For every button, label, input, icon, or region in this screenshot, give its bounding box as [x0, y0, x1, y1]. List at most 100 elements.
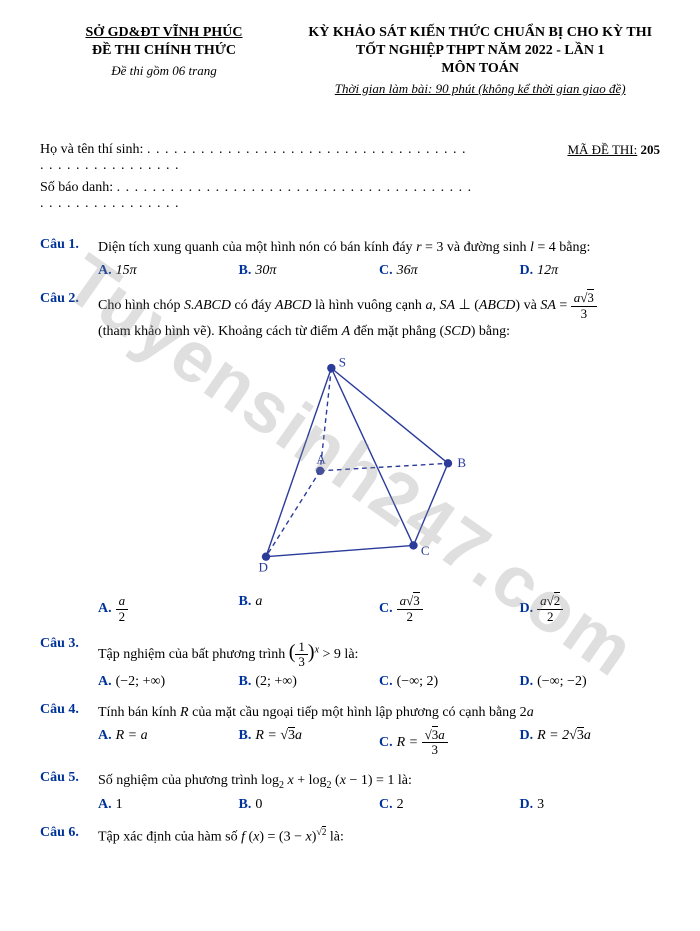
text: có đáy: [231, 298, 275, 313]
text: ⊥ (: [455, 298, 479, 313]
opt-label: A.: [98, 728, 112, 743]
math: ABCD: [275, 298, 312, 313]
text: Tính bán kính: [98, 705, 180, 720]
option-B: B.30π: [239, 263, 380, 279]
exam-title-1: KỲ KHẢO SÁT KIẾN THỨC CHUẨN BỊ CHO KỲ TH…: [300, 25, 660, 41]
text: =: [556, 298, 571, 313]
text: ) = (3 −: [259, 830, 305, 845]
text: (tham khảo hình vẽ). Khoảng cách từ điểm: [98, 324, 342, 339]
option-D: D.a√22: [520, 594, 661, 624]
question-label: Câu 5.: [40, 770, 90, 786]
opt-label: B.: [239, 594, 252, 609]
exam-title-2: TỐT NGHIỆP THPT NĂM 2022 - LẦN 1: [300, 43, 660, 59]
opt-label: A.: [98, 674, 112, 689]
option-A: A. R = a: [98, 728, 239, 758]
math: SCD: [444, 324, 470, 339]
student-block: Họ và tên thí sinh: . . . . . . . . . . …: [40, 142, 660, 212]
options: A.15π B.30π C.36π D.12π: [98, 263, 660, 279]
exponent: √2: [316, 827, 326, 838]
math: SA: [540, 298, 556, 313]
option-A: A.a2: [98, 594, 239, 624]
question-text: Diện tích xung quanh của một hình nón có…: [98, 237, 660, 259]
opt-label: D.: [520, 263, 534, 278]
subject: MÔN TOÁN: [300, 61, 660, 77]
svg-text:S: S: [339, 355, 346, 370]
question-text: Tính bán kính R của mặt cầu ngoại tiếp m…: [98, 702, 660, 724]
option-B: B.0: [239, 797, 380, 813]
opt-value: 36π: [397, 263, 418, 278]
opt-label: B.: [239, 263, 252, 278]
math: ABCD: [479, 298, 516, 313]
option-A: A.1: [98, 797, 239, 813]
option-B: B.(2; +∞): [239, 674, 380, 690]
opt-value: (−2; +∞): [116, 674, 166, 689]
option-C: C. 2: [379, 797, 520, 813]
exam-code: 205: [641, 142, 661, 157]
opt-value: R =: [397, 735, 422, 750]
options: A.R = a B.R = √3a C.R = √3a3 D.R = 2√3a: [98, 728, 660, 758]
opt-value: R = a: [116, 728, 148, 743]
student-id-line: Số báo danh: . . . . . . . . . . . . . .…: [40, 180, 474, 212]
math: SA: [439, 298, 455, 313]
math: a: [527, 705, 534, 720]
text: là hình vuông cạnh: [312, 298, 426, 313]
text: Số nghiệm của phương trình log: [98, 773, 279, 788]
option-A: A.15π: [98, 263, 239, 279]
option-B: B.R = √3a: [239, 728, 380, 758]
student-left: Họ và tên thí sinh: . . . . . . . . . . …: [40, 142, 474, 212]
question-text: Tập nghiệm của bất phương trình (13)x > …: [98, 636, 660, 670]
svg-text:A: A: [316, 452, 326, 467]
opt-value: a√32: [397, 594, 423, 624]
text: Tập xác định của hàm số: [98, 830, 241, 845]
text: = 3 và đường sinh: [422, 240, 530, 255]
text: Tập nghiệm của bất phương trình: [98, 647, 289, 662]
opt-value: a√22: [537, 594, 563, 624]
pyramid-svg: SABCD: [210, 353, 490, 583]
math: S.ABCD: [184, 298, 231, 313]
opt-value: (2; +∞): [255, 674, 297, 689]
option-C: C.R = √3a3: [379, 728, 520, 758]
question-6: Câu 6. Tập xác định của hàm số f (x) = (…: [40, 825, 660, 849]
header-left: SỞ GD&ĐT VĨNH PHÚC ĐỀ THI CHÍNH THỨC Đề …: [40, 25, 288, 97]
text: − 1) = 1 là:: [346, 773, 412, 788]
text: đến mặt phẳng (: [350, 324, 444, 339]
exponent: x: [315, 644, 319, 655]
math: A: [342, 324, 351, 339]
option-C: C. (−∞; 2): [379, 674, 520, 690]
opt-label: A.: [98, 601, 112, 616]
opt-label: C.: [379, 735, 393, 750]
student-name-line: Họ và tên thí sinh: . . . . . . . . . . …: [40, 142, 474, 174]
opt-value: 2: [397, 797, 404, 812]
header-right: KỲ KHẢO SÁT KIẾN THỨC CHUẨN BỊ CHO KỲ TH…: [300, 25, 660, 97]
math: R: [180, 705, 189, 720]
opt-label: C.: [379, 601, 393, 616]
question-label: Câu 1.: [40, 237, 90, 253]
svg-text:C: C: [421, 543, 430, 558]
opt-label: B.: [239, 728, 252, 743]
opt-value: 3: [537, 797, 544, 812]
exam-code-label: MÃ ĐỀ THI:: [567, 142, 637, 157]
opt-value: 0: [255, 797, 262, 812]
question-label: Câu 6.: [40, 825, 90, 841]
opt-label: D.: [520, 728, 534, 743]
page-count: Đề thi gồm 06 trang: [40, 63, 288, 79]
opt-value: (−∞; 2): [397, 674, 439, 689]
question-text: Số nghiệm của phương trình log2 x + log2…: [98, 770, 660, 794]
opt-label: C.: [379, 797, 393, 812]
option-D: D.(−∞; −2): [520, 674, 661, 690]
student-name-label: Họ và tên thí sinh:: [40, 142, 143, 157]
text: + log: [294, 773, 327, 788]
org-name: SỞ GD&ĐT VĨNH PHÚC: [40, 25, 288, 41]
text: > 9 là:: [323, 647, 359, 662]
opt-label: A.: [98, 263, 112, 278]
opt-label: D.: [520, 601, 534, 616]
option-D: D.3: [520, 797, 661, 813]
text: (: [245, 830, 253, 845]
opt-label: C.: [379, 674, 393, 689]
opt-label: C.: [379, 263, 393, 278]
opt-label: D.: [520, 797, 534, 812]
opt-value: R =: [255, 728, 280, 743]
text: = 4 bằng:: [534, 240, 591, 255]
option-A: A. (−2; +∞): [98, 674, 239, 690]
opt-value: R = 2: [537, 728, 569, 743]
